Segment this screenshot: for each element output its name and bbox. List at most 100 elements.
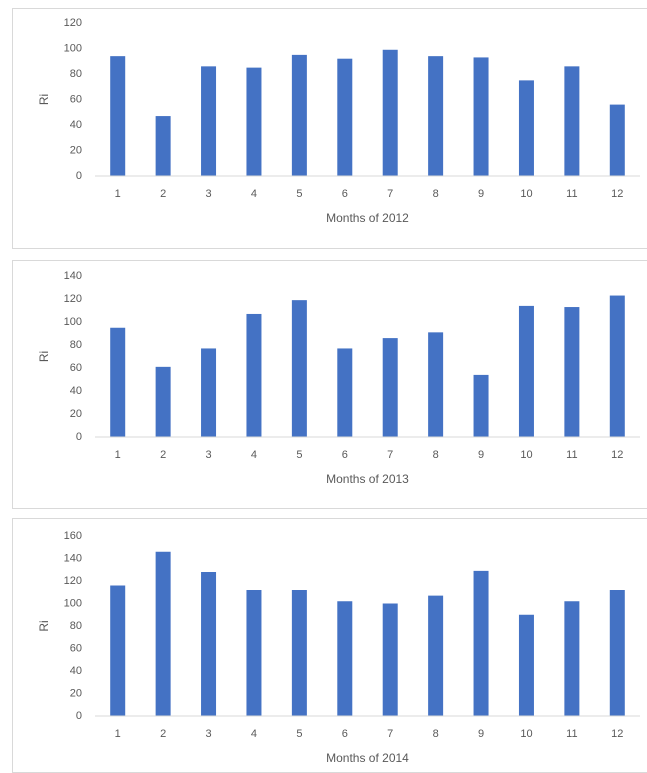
x-tick-label: 6 — [342, 449, 348, 461]
bar — [110, 585, 126, 716]
bar — [382, 49, 398, 176]
y-tick-label: 120 — [64, 293, 82, 305]
bar — [291, 54, 307, 176]
x-axis-title: Months of 2014 — [326, 751, 409, 765]
bar — [564, 307, 580, 437]
x-tick-label: 12 — [611, 728, 623, 740]
bar — [382, 338, 398, 437]
bar — [428, 56, 444, 176]
y-tick-label: 100 — [64, 597, 82, 609]
bar — [337, 58, 353, 177]
x-tick-label: 10 — [520, 188, 532, 200]
y-tick-label: 40 — [70, 119, 82, 131]
x-tick-label: 9 — [478, 449, 484, 461]
y-tick-label: 0 — [76, 710, 82, 722]
y-tick-label: 20 — [70, 144, 82, 156]
y-tick-label: 0 — [76, 431, 82, 443]
x-axis-title: Months of 2013 — [326, 472, 409, 486]
bar — [473, 374, 489, 437]
bar — [609, 295, 625, 437]
y-tick-label: 100 — [64, 316, 82, 328]
y-axis-title: Ri — [37, 351, 51, 362]
y-tick-label: 60 — [70, 362, 82, 374]
x-tick-label: 11 — [566, 728, 577, 740]
x-tick-label: 7 — [387, 188, 393, 200]
bar — [110, 56, 126, 176]
x-tick-label: 4 — [251, 188, 257, 200]
x-tick-label: 1 — [115, 449, 121, 461]
x-tick-label: 11 — [566, 449, 577, 461]
y-axis-title: Ri — [37, 94, 51, 105]
x-tick-label: 4 — [251, 449, 257, 461]
bar — [518, 614, 534, 716]
bar — [518, 80, 534, 176]
x-tick-label: 7 — [387, 449, 393, 461]
x-tick-label: 8 — [433, 188, 439, 200]
x-tick-label: 3 — [205, 728, 211, 740]
x-tick-label: 6 — [342, 188, 348, 200]
x-tick-label: 4 — [251, 728, 257, 740]
x-tick-label: 1 — [115, 728, 121, 740]
bar — [155, 551, 171, 716]
bar — [201, 348, 217, 437]
bar — [609, 590, 625, 716]
x-tick-label: 10 — [520, 449, 532, 461]
x-tick-label: 5 — [296, 728, 302, 740]
y-tick-label: 60 — [70, 642, 82, 654]
bar — [201, 66, 217, 176]
y-tick-label: 40 — [70, 385, 82, 397]
bar — [428, 595, 444, 716]
bar — [337, 601, 353, 716]
bar — [518, 305, 534, 437]
x-tick-label: 2 — [160, 449, 166, 461]
bar — [564, 66, 580, 176]
x-tick-label: 8 — [433, 728, 439, 740]
y-tick-label: 160 — [64, 530, 82, 542]
bar — [291, 300, 307, 437]
chart-panel — [12, 518, 647, 773]
bar — [382, 603, 398, 716]
bar — [110, 327, 126, 437]
y-tick-label: 140 — [64, 552, 82, 564]
x-tick-label: 6 — [342, 728, 348, 740]
y-tick-label: 140 — [64, 270, 82, 282]
x-tick-label: 12 — [611, 449, 623, 461]
x-axis-title: Months of 2012 — [326, 211, 409, 225]
bar — [609, 104, 625, 176]
x-tick-label: 10 — [520, 728, 532, 740]
y-tick-label: 80 — [70, 68, 82, 80]
x-tick-label: 7 — [387, 728, 393, 740]
x-tick-label: 3 — [205, 188, 211, 200]
x-tick-label: 11 — [566, 188, 577, 200]
bar — [473, 57, 489, 176]
bar — [564, 601, 580, 716]
bar — [291, 590, 307, 716]
y-tick-label: 80 — [70, 620, 82, 632]
bar — [428, 332, 444, 437]
x-tick-label: 8 — [433, 449, 439, 461]
bar — [201, 572, 217, 716]
y-tick-label: 20 — [70, 687, 82, 699]
x-tick-label: 5 — [296, 449, 302, 461]
y-tick-label: 0 — [76, 170, 82, 182]
y-tick-label: 20 — [70, 408, 82, 420]
x-tick-label: 9 — [478, 728, 484, 740]
x-tick-label: 2 — [160, 188, 166, 200]
y-tick-label: 120 — [64, 17, 82, 29]
y-tick-label: 60 — [70, 93, 82, 105]
x-tick-label: 5 — [296, 188, 302, 200]
x-tick-label: 9 — [478, 188, 484, 200]
x-tick-label: 2 — [160, 728, 166, 740]
y-tick-label: 120 — [64, 575, 82, 587]
y-tick-label: 100 — [64, 42, 82, 54]
y-axis-title: Ri — [37, 620, 51, 631]
bar — [473, 570, 489, 716]
bar — [155, 366, 171, 437]
bar — [246, 313, 262, 437]
x-tick-label: 1 — [115, 188, 121, 200]
y-tick-label: 80 — [70, 339, 82, 351]
bar — [337, 348, 353, 437]
bar — [246, 590, 262, 716]
bar — [246, 67, 262, 176]
